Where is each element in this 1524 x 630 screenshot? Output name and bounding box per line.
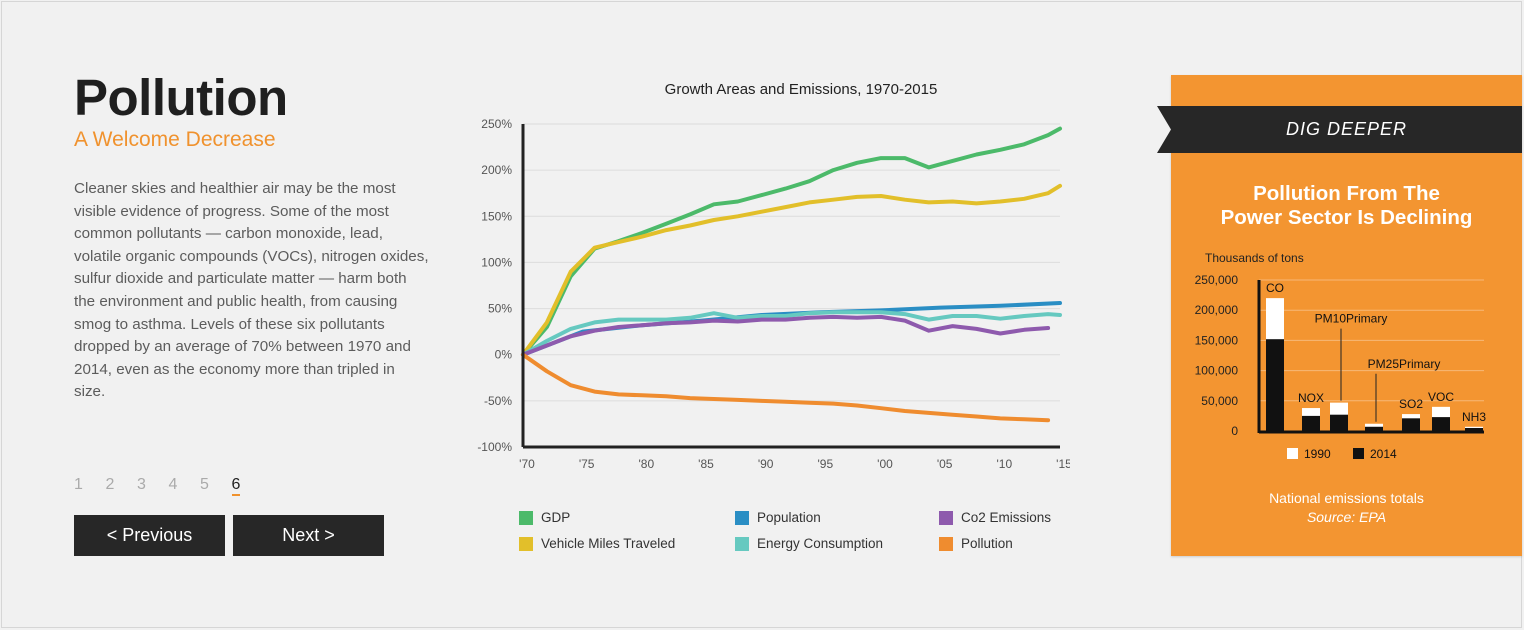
legend-swatch	[735, 510, 749, 525]
legend-label: GDP	[541, 510, 571, 525]
legend-swatch	[519, 536, 533, 551]
x-tick-label: '10	[997, 457, 1013, 471]
x-tick-label: '75	[579, 457, 595, 471]
growth-emissions-line-chart: Growth Areas and Emissions, 1970-2015 -10…	[477, 81, 1070, 471]
legend-swatch	[939, 536, 953, 551]
legend-item: GDP	[519, 510, 570, 525]
power-sector-bar-chart: Thousands of tons 0 50,000 100,000 150,000 20…	[1195, 251, 1487, 461]
bar-2014	[1432, 417, 1450, 431]
x-tick-label: '80	[639, 457, 655, 471]
legend-label: Pollution	[961, 536, 1013, 551]
legend-swatch	[939, 510, 953, 525]
pagination: 1 2 3 4 5 6	[74, 476, 264, 496]
series-line-vehicle-miles-traveled	[521, 183, 1062, 357]
y-tick-label: -50%	[484, 394, 512, 408]
panel-footnote: National emissions totals	[1269, 490, 1424, 506]
legend-label: Vehicle Miles Traveled	[541, 536, 676, 551]
mini-y-tick-label: 200,000	[1195, 303, 1239, 317]
page-link-2[interactable]: 2	[106, 476, 138, 494]
mini-legend-label: 2014	[1370, 447, 1397, 461]
legend-item: Pollution	[939, 536, 1013, 551]
bar-category-label: PM25Primary	[1368, 357, 1441, 371]
panel-footer: National emissions totals Source: EPA	[1171, 489, 1522, 527]
series-line-co2-emissions	[521, 314, 1051, 357]
x-tick-label: '15	[1056, 457, 1070, 471]
legend-label: Population	[757, 510, 821, 525]
page-link-label: 6	[231, 476, 241, 496]
dig-deeper-panel	[1171, 75, 1522, 556]
next-button[interactable]: Next >	[233, 515, 384, 556]
bar-2014	[1302, 415, 1320, 431]
body-paragraph: Cleaner skies and healthier air may be t…	[74, 180, 429, 401]
legend-item: Population	[735, 510, 821, 525]
panel-title-line-1: Pollution From The	[1253, 182, 1440, 205]
y-tick-label: 200%	[481, 163, 512, 177]
bar-2014	[1266, 339, 1284, 431]
bar-category-label: PM10Primary	[1315, 312, 1388, 326]
panel-source: Source: EPA	[1306, 509, 1387, 525]
bar-2014	[1330, 414, 1348, 431]
x-tick-label: '85	[698, 457, 714, 471]
page-subtitle: A Welcome Decrease	[74, 128, 276, 151]
legend-label: Co2 Emissions	[961, 510, 1052, 525]
bar-2014	[1402, 418, 1420, 431]
y-tick-label: 250%	[481, 117, 512, 131]
mini-legend-swatch	[1287, 448, 1298, 459]
bar-category-label: VOC	[1428, 390, 1454, 404]
x-tick-label: '90	[758, 457, 774, 471]
page-link-label: 4	[168, 476, 178, 493]
page-link-3[interactable]: 3	[137, 476, 169, 494]
y-tick-label: 50%	[488, 302, 512, 316]
ribbon-label: DIG DEEPER	[1285, 119, 1408, 139]
panel-title-line-2: Power Sector Is Declining	[1220, 206, 1473, 229]
legend-item: Energy Consumption	[735, 536, 883, 551]
mini-y-tick-label: 150,000	[1195, 333, 1239, 347]
page-link-label: 5	[200, 476, 209, 493]
y-tick-label: -100%	[477, 440, 512, 454]
page-link-label: 1	[74, 476, 83, 493]
legend-item: Vehicle Miles Traveled	[519, 536, 675, 551]
bar-2014	[1465, 427, 1483, 431]
y-tick-label: 150%	[481, 209, 512, 223]
page-link-4[interactable]: 4	[169, 476, 201, 494]
x-tick-label: '95	[818, 457, 834, 471]
page-title: Pollution	[74, 69, 288, 126]
page-link-1[interactable]: 1	[74, 476, 106, 494]
bar-category-label: SO2	[1399, 397, 1423, 411]
mini-y-tick-label: 100,000	[1195, 364, 1239, 378]
series-line-pollution	[521, 352, 1051, 423]
bar-category-label: CO	[1266, 281, 1284, 295]
bar-2014	[1365, 426, 1383, 431]
page-link-label: 3	[137, 476, 146, 493]
legend-item: Co2 Emissions	[939, 510, 1051, 525]
mini-y-tick-label: 50,000	[1201, 394, 1238, 408]
page-link-6[interactable]: 6	[231, 476, 264, 496]
mini-y-tick-label: 0	[1231, 424, 1238, 438]
legend-swatch	[519, 510, 533, 525]
legend-swatch	[735, 536, 749, 551]
mini-y-tick-label: 250,000	[1195, 273, 1239, 287]
x-tick-label: '70	[519, 457, 535, 471]
y-tick-label: 0%	[495, 348, 513, 362]
page-link-label: 2	[105, 476, 115, 493]
chart-title: Growth Areas and Emissions, 1970-2015	[665, 81, 938, 98]
previous-button[interactable]: < Previous	[74, 515, 225, 556]
ribbon-banner	[1157, 106, 1522, 153]
x-tick-label: '05	[937, 457, 953, 471]
panel-title: Pollution From The Power Sector Is Decli…	[1171, 182, 1522, 230]
series-line-energy-consumption	[521, 310, 1062, 357]
x-tick-label: '00	[877, 457, 893, 471]
bar-category-label: NH3	[1462, 410, 1486, 424]
mini-legend-label: 1990	[1304, 447, 1331, 461]
bar-category-label: NOX	[1298, 391, 1324, 405]
y-tick-label: 100%	[481, 255, 512, 269]
mini-chart-title: Thousands of tons	[1205, 251, 1304, 265]
legend-label: Energy Consumption	[757, 536, 884, 551]
page-link-5[interactable]: 5	[200, 476, 232, 494]
mini-legend-swatch	[1353, 448, 1364, 459]
